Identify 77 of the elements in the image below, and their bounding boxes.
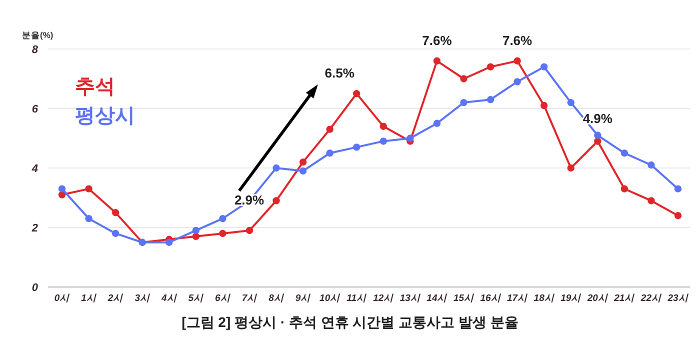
point <box>674 212 682 220</box>
x-tick-label: 3시 <box>134 293 151 304</box>
point <box>58 185 66 192</box>
point <box>380 138 387 145</box>
point <box>272 164 280 172</box>
point <box>380 122 387 130</box>
point <box>112 209 120 216</box>
point <box>192 226 200 234</box>
y-tick-label: 8 <box>32 44 39 56</box>
x-tick-label: 8시 <box>268 293 285 304</box>
point <box>594 138 602 145</box>
point <box>246 226 254 234</box>
x-tick-label: 22시 <box>640 293 662 304</box>
point <box>326 126 334 133</box>
annotation: 7.6% <box>502 32 533 48</box>
x-tick-label: 15시 <box>453 293 476 304</box>
x-tick-label: 19시 <box>560 293 582 304</box>
point <box>540 63 548 70</box>
point <box>567 164 574 172</box>
point <box>353 144 360 151</box>
point <box>219 230 226 238</box>
y-tick-label: 2 <box>30 222 38 234</box>
point <box>85 214 92 222</box>
x-tick-label: 0시 <box>54 293 71 304</box>
x-tick-label: 2시 <box>106 293 124 304</box>
x-tick-label: 20시 <box>586 293 609 304</box>
x-tick-label: 12시 <box>373 293 395 304</box>
point <box>299 167 307 175</box>
point <box>620 185 628 192</box>
point <box>192 232 200 240</box>
point <box>567 98 574 106</box>
y-tick-label: 0 <box>32 282 39 294</box>
x-tick-label: 23시 <box>666 293 690 304</box>
x-tick-label: 10시 <box>320 293 342 304</box>
x-tick-label: 21시 <box>613 293 636 304</box>
point <box>433 120 441 127</box>
x-tick-label: 11시 <box>346 293 368 304</box>
point <box>406 134 414 142</box>
point <box>166 238 173 246</box>
x-tick-label: 7시 <box>242 293 258 304</box>
x-tick-label: 18시 <box>534 293 556 304</box>
point <box>620 150 628 157</box>
x-tick-label: 9시 <box>295 293 312 304</box>
point <box>486 63 494 70</box>
point <box>219 214 226 222</box>
x-tick-label: 6시 <box>215 293 232 304</box>
point <box>353 90 360 98</box>
annotation: 7.6% <box>422 32 452 48</box>
point <box>85 185 92 192</box>
text: [그림 2] 평상시 · 추석 연휴 시간별 교통사고 발생 분율 <box>182 314 518 330</box>
annotation: 6.5% <box>324 66 355 81</box>
x-tick-label: 5시 <box>188 293 205 304</box>
point <box>299 158 307 166</box>
x-tick-label: 16시 <box>480 293 502 304</box>
point <box>460 75 468 82</box>
point <box>433 57 441 64</box>
point <box>594 132 602 139</box>
point <box>460 98 468 106</box>
y-tick-label: 6 <box>32 104 39 116</box>
y-tick-label: 4 <box>30 163 38 175</box>
point <box>648 161 655 169</box>
point <box>514 57 521 64</box>
point <box>648 197 655 204</box>
point <box>674 185 682 192</box>
y-axis-title: 분율(%) <box>22 30 54 40</box>
x-tick-label: 4시 <box>160 293 178 304</box>
point <box>540 102 548 110</box>
x-tick-label: 13시 <box>400 293 422 304</box>
x-tick-label: 14시 <box>426 293 448 304</box>
point <box>514 78 521 86</box>
point <box>272 197 280 204</box>
x-tick-label: 17시 <box>507 293 529 304</box>
x-tick-label: 1시 <box>81 293 98 304</box>
point <box>486 96 494 104</box>
point <box>326 150 334 157</box>
legend: 추석 평상시 <box>75 76 135 127</box>
point <box>112 230 120 238</box>
